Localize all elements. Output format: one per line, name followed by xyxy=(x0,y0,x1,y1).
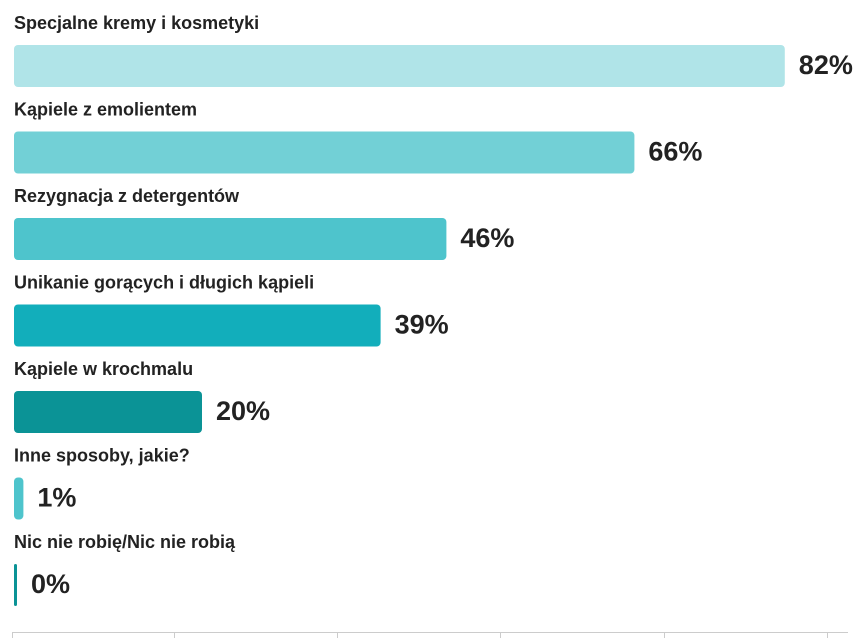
value-label: 1% xyxy=(37,483,76,513)
bar xyxy=(14,391,202,433)
category-label: Specjalne kremy i kosmetyki xyxy=(14,13,259,33)
value-label: 0% xyxy=(31,569,70,599)
value-label: 20% xyxy=(216,396,270,426)
category-label: Inne sposoby, jakie? xyxy=(14,445,190,465)
value-label: 39% xyxy=(395,310,449,340)
bar xyxy=(14,131,635,174)
bar xyxy=(14,45,785,87)
bar xyxy=(14,564,17,606)
axis-frame xyxy=(12,632,848,638)
bar xyxy=(14,477,24,520)
value-label: 82% xyxy=(799,50,853,80)
category-label: Rezygnacja z detergentów xyxy=(14,186,240,206)
value-label: 46% xyxy=(460,223,514,253)
bar xyxy=(14,218,447,260)
category-label: Nic nie robię/Nic nie robią xyxy=(14,532,236,552)
category-label: Unikanie gorących i długich kąpieli xyxy=(14,272,314,292)
category-label: Kąpiele w krochmalu xyxy=(14,359,193,379)
category-label: Kąpiele z emolientem xyxy=(14,99,197,119)
bar xyxy=(14,304,381,347)
value-label: 66% xyxy=(648,137,702,167)
